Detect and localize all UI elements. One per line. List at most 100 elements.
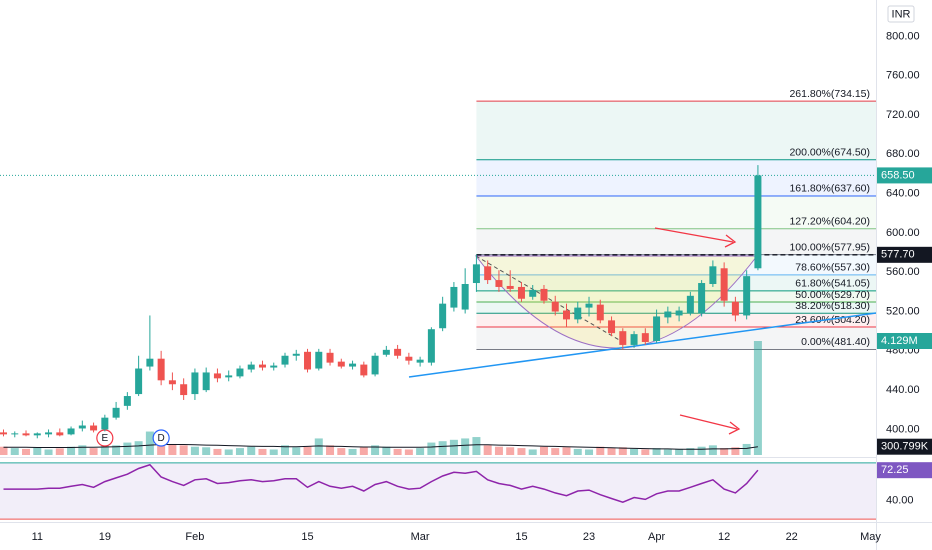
volume-bar <box>607 448 616 455</box>
candle-body <box>720 268 728 301</box>
price-tag <box>877 438 932 455</box>
volume-bar <box>292 447 301 455</box>
candle-body <box>596 304 604 321</box>
volume-bar <box>190 446 199 455</box>
candle-body <box>630 334 638 345</box>
y-tick-label: 720.00 <box>886 109 920 121</box>
trend-line <box>408 312 877 378</box>
candle-body <box>0 432 7 435</box>
y-tick-label: 560.00 <box>886 266 920 278</box>
y-tick-label: 400.00 <box>886 423 920 435</box>
candle-body <box>78 425 86 429</box>
fib-label: 261.80%(734.15) <box>789 88 870 100</box>
candle-body <box>731 301 739 316</box>
price-tag-label: 577.70 <box>881 249 915 261</box>
volume-bar <box>179 445 188 455</box>
x-tick-label: 12 <box>718 531 730 543</box>
y-tick-label: 760.00 <box>886 70 920 82</box>
candle-body <box>135 368 143 395</box>
candle-body <box>743 276 751 316</box>
volume-bar <box>89 448 98 455</box>
arrow <box>654 227 737 248</box>
volume-bar <box>55 448 64 455</box>
candle-body <box>112 407 120 418</box>
volume-bar <box>382 446 391 455</box>
volume-bar <box>202 447 211 455</box>
candle-body <box>236 368 244 377</box>
volume-bar <box>720 448 729 455</box>
price-tag <box>877 167 932 184</box>
volume-bar <box>0 446 8 455</box>
volume-bar <box>213 448 222 455</box>
candle-body <box>641 333 649 342</box>
x-tick-label: Apr <box>648 531 665 543</box>
volume-bar <box>10 448 19 455</box>
fib-zone <box>476 301 876 314</box>
fibonacci-extension: 261.80%(734.15) 200.00%(674.50) 161.80%(63… <box>476 88 876 350</box>
candle-body <box>394 348 402 356</box>
volume-bar <box>675 448 684 455</box>
volume-bar <box>404 449 413 455</box>
x-tick-label: 15 <box>515 531 527 543</box>
currency-box[interactable] <box>887 5 915 23</box>
volume-bar <box>269 449 278 455</box>
volume-bar <box>247 446 256 455</box>
volume-bar <box>337 448 346 455</box>
fib-zone <box>476 228 876 255</box>
candle-body <box>619 331 627 345</box>
volume-bar <box>449 439 458 455</box>
candle-body <box>213 373 221 379</box>
arrow <box>679 414 741 435</box>
volume-bar <box>168 443 177 455</box>
volume-bar <box>303 446 312 455</box>
candle-body <box>349 363 357 367</box>
candle-body <box>202 372 210 391</box>
currency: INR <box>892 8 911 20</box>
candle-body <box>191 372 199 395</box>
volume-bar <box>562 447 571 455</box>
volume-bar <box>652 448 661 455</box>
fib-label: 50.00%(529.70) <box>795 289 870 301</box>
candle-body <box>101 417 109 430</box>
candle-body <box>686 295 694 314</box>
volume-bar <box>359 446 368 455</box>
candle-body <box>11 433 19 435</box>
candle-body <box>461 284 469 310</box>
candle-body <box>416 359 424 363</box>
volume-bar <box>494 446 503 455</box>
volume-bar <box>371 445 380 455</box>
event-marker <box>152 429 170 447</box>
candle-body <box>382 349 390 355</box>
x-tick-label: 19 <box>99 531 111 543</box>
fib-zone <box>476 159 876 196</box>
volume-bar <box>235 448 244 455</box>
fib-zone <box>476 274 876 291</box>
volume-bar <box>145 431 154 455</box>
fib-label: 161.80%(637.60) <box>789 183 870 195</box>
x-tick-label: 23 <box>583 531 595 543</box>
volume-bar <box>348 448 357 455</box>
x-tick-label: 11 <box>32 531 43 543</box>
volume-bar <box>630 448 639 455</box>
candle-body <box>551 301 559 312</box>
volume-bar <box>281 445 289 455</box>
volume-bar <box>753 341 762 455</box>
event-label: E <box>102 433 109 444</box>
fib-trend-line <box>475 255 627 345</box>
volume-bar <box>585 449 594 455</box>
volume-bar <box>618 447 627 455</box>
candle-body <box>225 375 233 378</box>
candle-body <box>405 356 413 361</box>
candle-body <box>563 310 570 320</box>
price-tag-label: 658.50 <box>881 169 915 181</box>
fib-label: 78.60%(557.30) <box>795 262 870 274</box>
candle-body <box>472 264 480 284</box>
volume-bar <box>708 445 717 455</box>
candle-body <box>506 285 514 289</box>
price-tag-label: 72.25 <box>881 464 909 476</box>
volume-bar <box>697 446 706 455</box>
volume-bar <box>506 447 515 455</box>
candle-body <box>123 396 131 406</box>
